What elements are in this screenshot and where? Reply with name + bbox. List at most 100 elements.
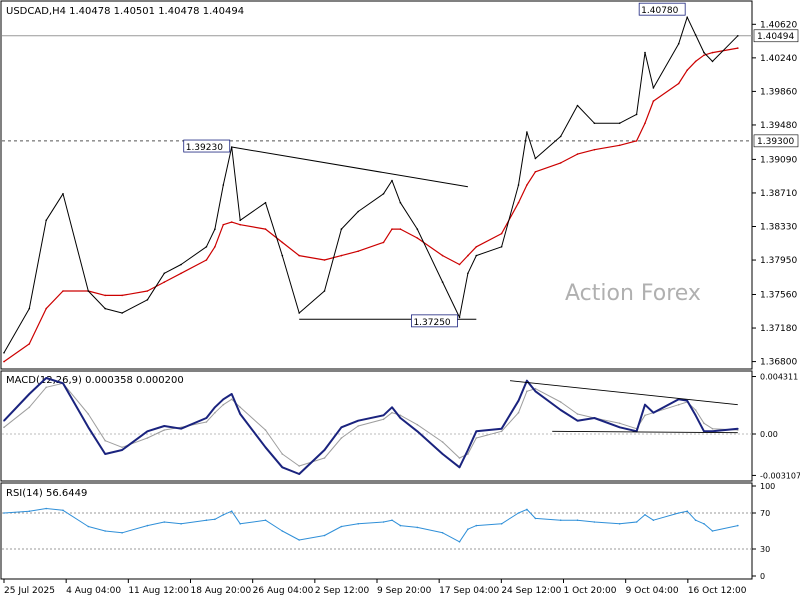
macd-signal-line-point (104, 439, 106, 442)
price-line-point (214, 228, 216, 230)
moving-average-line-point (467, 254, 469, 257)
rsi-line-point (382, 521, 385, 523)
macd-line-point (534, 390, 537, 393)
rsi-line (3, 508, 738, 543)
price-line-point (500, 246, 503, 248)
rsi-line-point (205, 519, 208, 521)
macd-line-point (62, 382, 64, 385)
moving-average-line-point (644, 122, 646, 124)
rsi-line-point (703, 523, 705, 525)
moving-average-line-point (711, 51, 714, 54)
price-line-point (163, 272, 166, 275)
rsi-line-point (62, 509, 64, 512)
rsi-line-point (104, 530, 106, 532)
moving-average-line-point (677, 82, 680, 85)
moving-average-line-point (357, 250, 360, 252)
macd-signal-line-point (323, 457, 326, 459)
moving-average-line-point (382, 241, 385, 244)
rsi-line-point (298, 539, 301, 541)
price-tick-label: 1.39090 (760, 155, 797, 165)
macd-line-point (737, 427, 739, 430)
macd-signal-line-point (500, 430, 503, 433)
price-line-point (239, 219, 241, 222)
time-tick-label: 4 Aug 04:00 (66, 586, 121, 596)
rsi-line-point (500, 523, 503, 525)
price-tick-label: 1.37560 (760, 290, 797, 300)
price-panel-title: USDCAD,H4 1.40478 1.40501 1.40478 1.4049… (6, 6, 244, 17)
moving-average-line-point (694, 60, 697, 63)
macd-line-point (441, 453, 444, 455)
rsi-line-point (559, 519, 562, 521)
moving-average-line-point (686, 69, 688, 71)
macd-signal-line-point (87, 413, 90, 415)
price-line-point (121, 312, 123, 314)
macd-line-point (340, 426, 343, 429)
rsi-line-point (357, 523, 360, 525)
rsi-line-point (475, 524, 478, 527)
macd-line-point (214, 406, 216, 409)
macd-line-point (475, 430, 478, 433)
price-line-point (281, 254, 284, 257)
macd-line-point (222, 398, 225, 401)
rsi-line-point (391, 519, 393, 521)
rsi-line-point (458, 541, 461, 543)
rsi-line-point (576, 519, 579, 521)
price-tick-label: 1.40620 (760, 20, 797, 30)
macd-line-point (87, 426, 90, 429)
rsi-line-point (222, 514, 225, 516)
moving-average-line-point (475, 246, 478, 248)
rsi-line-point (534, 517, 537, 520)
moving-average-line-point (391, 228, 393, 230)
price-annotation-box (411, 314, 458, 328)
price-line-point (45, 219, 47, 222)
moving-average-line-point (534, 171, 537, 173)
macd-signal-line-point (3, 426, 5, 429)
price-line-point (644, 51, 646, 54)
macd-line-point (416, 430, 419, 433)
price-annotation-box (183, 139, 231, 153)
watermark: Action Forex (565, 281, 701, 306)
moving-average-line-point (652, 100, 655, 102)
rsi-line-point (180, 523, 182, 525)
macd-line-point (3, 419, 5, 422)
price-level-label: 1.40494 (757, 32, 794, 42)
moving-average-line-point (121, 294, 123, 297)
moving-average-line-point (298, 254, 301, 257)
price-annotation-label: 1.39230 (186, 143, 223, 153)
rsi-panel: 100 70 30 0 (2, 482, 775, 581)
rsi-line-point (399, 524, 402, 527)
price-trendline (231, 146, 468, 188)
price-line-point (559, 135, 562, 138)
macd-panel-label: MACD(12,26,9) 0.000358 0.000200 (6, 375, 184, 386)
macd-line-point (618, 426, 621, 429)
price-line-point (340, 228, 343, 230)
macd-signal-line-point (517, 411, 520, 414)
macd-line-point (230, 393, 233, 395)
moving-average-line-point (559, 162, 562, 164)
rsi-line-point (214, 518, 216, 521)
rsi-line-point (28, 510, 31, 512)
rsi-line-point (517, 512, 520, 514)
price-tick-label: 1.40240 (760, 54, 797, 64)
time-tick-label: 25 Jul 2025 (4, 586, 55, 596)
price-line-point (635, 113, 638, 116)
price-line-point (618, 122, 621, 124)
rsi-line-point (323, 534, 326, 537)
price-line-point (475, 254, 478, 257)
moving-average-line-point (618, 144, 621, 147)
price-line-point (222, 184, 225, 186)
price-tick-label: 1.38710 (760, 189, 797, 199)
rsi-line-point (87, 525, 90, 528)
macd-line-point (281, 466, 284, 469)
rsi-line-point (416, 526, 419, 529)
macd-line-point (526, 379, 528, 382)
moving-average-line-point (205, 259, 208, 261)
macd-signal-line-point (467, 453, 469, 455)
price-line-point (517, 184, 520, 186)
macd-signal-line-point (28, 406, 31, 409)
macd-line-point (711, 430, 714, 433)
rsi-line-point (644, 514, 646, 516)
macd-line-point (239, 413, 241, 415)
price-level-label: 1.39300 (757, 137, 794, 147)
